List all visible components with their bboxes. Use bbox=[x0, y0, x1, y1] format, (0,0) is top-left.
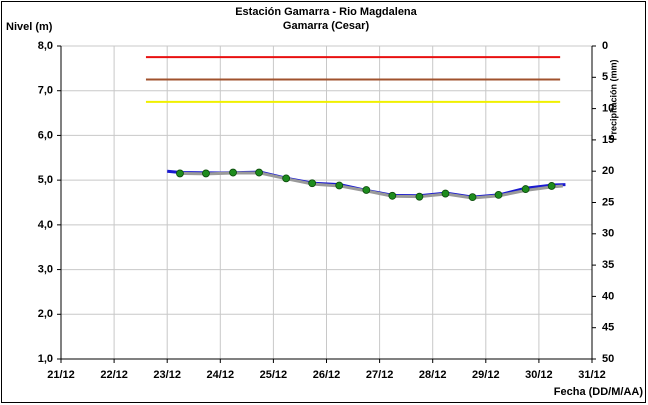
x-tick-label: 27/12 bbox=[366, 369, 394, 381]
series-point bbox=[335, 181, 344, 190]
y2-tick-label: 50 bbox=[602, 353, 614, 365]
x-tick-label: 29/12 bbox=[472, 369, 500, 381]
series-point bbox=[255, 168, 263, 177]
series-point bbox=[441, 189, 450, 198]
y-tick-label: 4,0 bbox=[38, 219, 53, 231]
series-point bbox=[202, 169, 210, 178]
series-line bbox=[177, 171, 563, 200]
y2-tick-label: 10 bbox=[602, 103, 614, 115]
series-point bbox=[468, 193, 477, 202]
y2-tick-label: 25 bbox=[602, 196, 614, 208]
series-point bbox=[176, 169, 184, 178]
chart-subtitle: Gamarra (Cesar) bbox=[283, 20, 370, 32]
series-point bbox=[415, 192, 424, 201]
series-point bbox=[388, 191, 397, 200]
y-tick-label: 5,0 bbox=[38, 174, 53, 186]
y-tick-label: 3,0 bbox=[38, 263, 53, 275]
series-point bbox=[282, 174, 291, 183]
x-tick-label: 23/12 bbox=[153, 369, 181, 381]
y-axis-label: Nivel (m) bbox=[6, 21, 53, 33]
y-tick-label: 1,0 bbox=[38, 353, 53, 365]
x-tick-label: 26/12 bbox=[313, 369, 341, 381]
x-tick-label: 21/12 bbox=[47, 369, 75, 381]
y2-tick-label: 40 bbox=[602, 290, 614, 302]
series-point bbox=[362, 186, 371, 194]
y2-tick-label: 5 bbox=[602, 71, 608, 83]
y2-tick-label: 30 bbox=[602, 228, 614, 240]
x-tick-label: 22/12 bbox=[100, 369, 128, 381]
series-point bbox=[229, 168, 237, 177]
x-axis-label: Fecha (DD/M/AA) bbox=[554, 386, 644, 398]
x-tick-label: 28/12 bbox=[419, 369, 447, 381]
y-tick-label: 7,0 bbox=[38, 85, 53, 97]
y-tick-label: 8,0 bbox=[38, 40, 53, 52]
series-point bbox=[547, 182, 556, 190]
series-point bbox=[494, 190, 503, 199]
y2-tick-label: 35 bbox=[602, 259, 614, 271]
y2-axis-label: Precipitación (mm) bbox=[608, 59, 618, 140]
chart-title: Estación Gamarra - Rio Magdalena bbox=[235, 6, 417, 18]
x-tick-label: 25/12 bbox=[260, 369, 288, 381]
y-tick-label: 2,0 bbox=[38, 308, 53, 320]
series-point bbox=[521, 185, 530, 193]
y2-tick-label: 0 bbox=[602, 40, 608, 52]
series-point bbox=[308, 179, 317, 188]
y2-tick-label: 45 bbox=[602, 322, 614, 334]
x-tick-label: 30/12 bbox=[525, 369, 553, 381]
y2-tick-label: 20 bbox=[602, 165, 614, 177]
y-tick-label: 6,0 bbox=[38, 129, 53, 141]
x-tick-label: 31/12 bbox=[578, 369, 606, 381]
y2-tick-label: 15 bbox=[602, 134, 614, 146]
x-tick-label: 24/12 bbox=[207, 369, 235, 381]
